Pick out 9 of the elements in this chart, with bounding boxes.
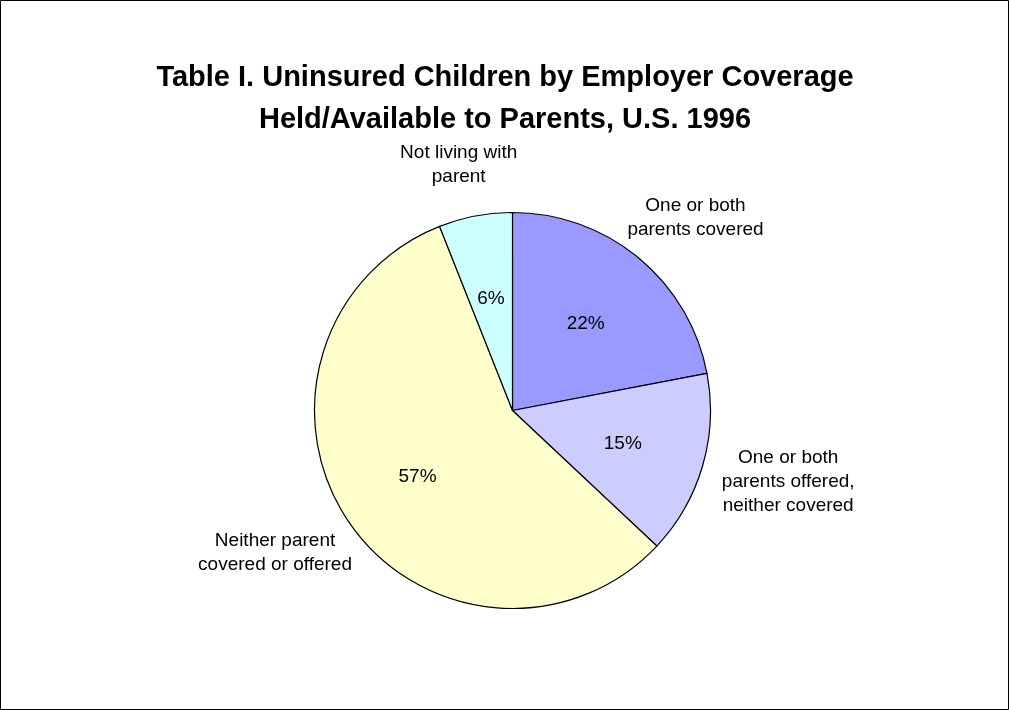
slice-label: One or both parents offered, neither covered <box>721 446 855 516</box>
data-label: 15% <box>603 432 642 454</box>
data-label: 22% <box>566 311 605 333</box>
slice-label: Neither parent covered or offered <box>198 529 352 575</box>
slice-label: Not living with parent <box>400 140 518 186</box>
data-label: 57% <box>398 464 437 486</box>
slice-label: One or both parents covered <box>627 194 764 240</box>
chart-title: Table I. Uninsured Children by Employer Coverage Held/Available to Parents, U.S. 1996 <box>156 59 854 134</box>
data-label: 6% <box>477 287 505 309</box>
